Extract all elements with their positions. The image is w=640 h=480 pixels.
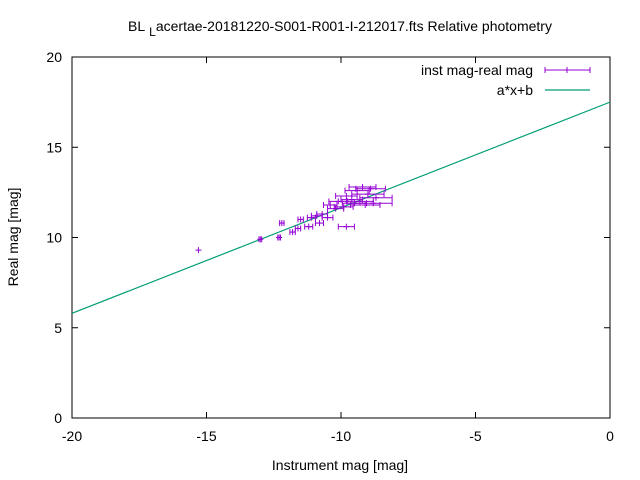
y-axis: 0 5 10 15 20 [46, 49, 610, 426]
legend-swatch-series-1 [544, 67, 591, 73]
plot-area [71, 56, 611, 419]
data-point [304, 223, 314, 230]
y-tick-label: 20 [46, 49, 62, 65]
data-points-layer [195, 183, 393, 254]
x-tick-label: 0 [606, 428, 614, 444]
data-point [276, 234, 283, 241]
legend: inst mag-real mag a*x+b [421, 62, 591, 98]
data-point [353, 200, 393, 207]
data-point [349, 202, 381, 209]
fit-line-layer [71, 101, 611, 314]
x-axis: -20 -15 -10 -5 0 [62, 57, 614, 444]
x-axis-label: Instrument mag [mag] [272, 457, 408, 473]
data-point [294, 225, 302, 232]
data-point [278, 220, 285, 227]
chart-title-rest: acertae-20181220-S001-R001-I-212017.fts … [156, 18, 552, 34]
fit-line [71, 101, 611, 314]
y-tick-label: 15 [46, 139, 62, 155]
x-tick-label: -20 [62, 428, 82, 444]
legend-label-series-1: inst mag-real mag [421, 62, 533, 78]
data-point [314, 220, 325, 227]
data-point [351, 191, 385, 198]
x-tick-label: -15 [196, 428, 216, 444]
y-tick-label: 10 [46, 230, 62, 246]
chart-title: BL Lacertae-20181220-S001-R001-I-212017.f… [128, 18, 552, 39]
y-tick-label: 5 [54, 320, 62, 336]
y-axis-label: Real mag [mag] [5, 188, 21, 287]
data-point [355, 185, 386, 192]
x-tick-label: -5 [469, 428, 482, 444]
chart-title-prefix: BL [128, 18, 145, 34]
x-tick-label: -10 [331, 428, 351, 444]
y-tick-label: 0 [54, 410, 62, 426]
data-point [297, 216, 304, 223]
data-point [321, 214, 334, 221]
data-point [289, 229, 296, 236]
legend-label-series-2: a*x+b [497, 82, 533, 98]
data-point [195, 247, 202, 254]
chart-title-subscript: L [149, 25, 156, 39]
data-point [257, 236, 264, 243]
data-point [337, 223, 355, 230]
data-point [359, 194, 393, 201]
